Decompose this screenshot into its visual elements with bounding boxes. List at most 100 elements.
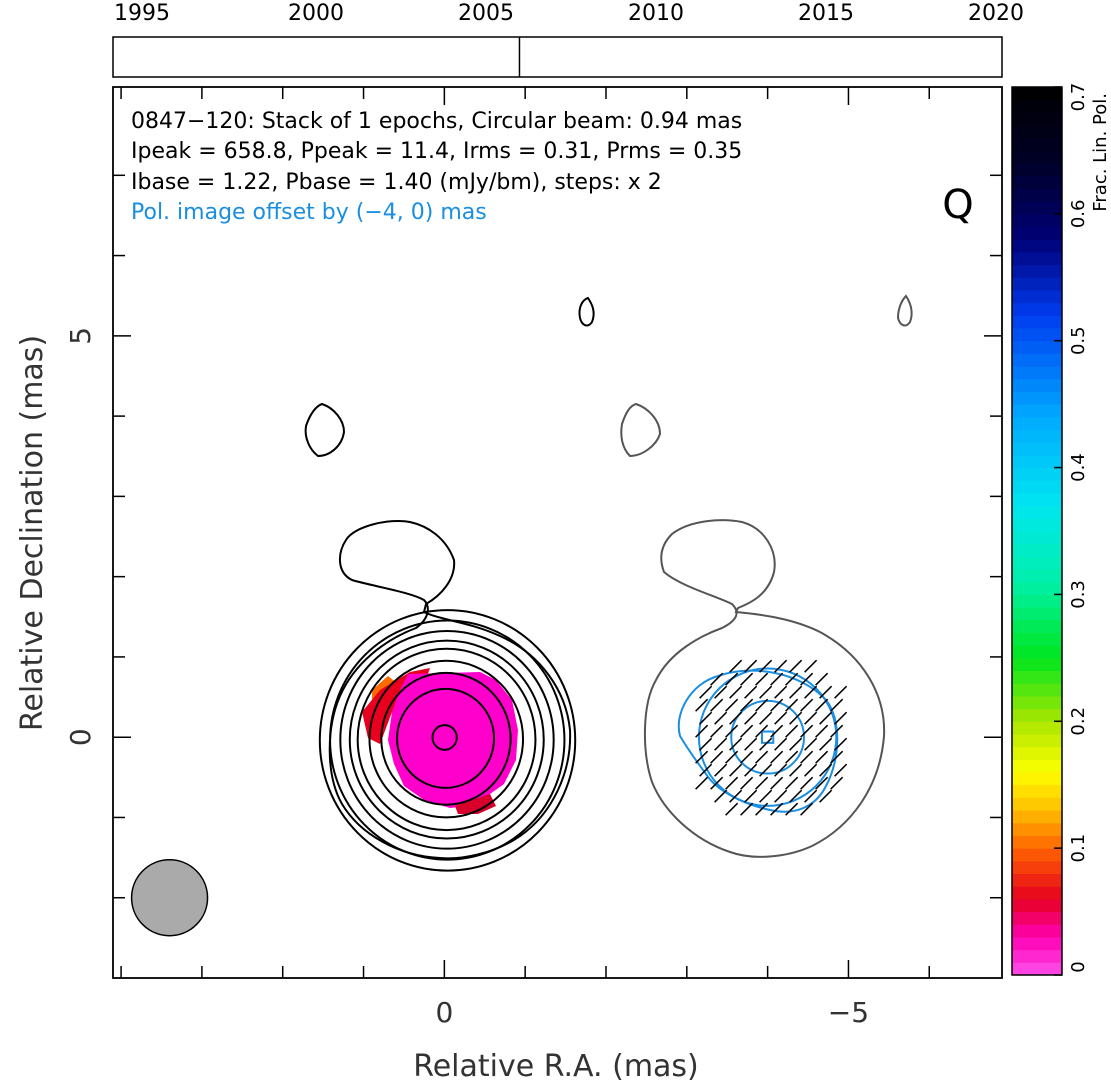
evpa-stick [729, 711, 743, 725]
colorbar-band [1012, 404, 1062, 418]
colorbar: 0 0.1 0.2 0.3 0.4 0.5 0.6 0.7 Frac. Lin. Pol. [1011, 83, 1111, 976]
colorbar-band [1012, 531, 1062, 545]
colorbar-band [1012, 125, 1062, 139]
evpa-stick [740, 672, 754, 686]
evpa-stick [714, 711, 728, 725]
evpa-stick [744, 763, 758, 777]
x-tick-label: −5 [828, 996, 869, 1029]
quality-grade: Q [942, 182, 973, 228]
colorbar-band [1012, 366, 1062, 380]
outer-intensity-contour [328, 520, 572, 860]
intensity-contour-ring [329, 619, 566, 861]
evpa-stick [729, 763, 743, 777]
outer-pol-image-contour [643, 519, 886, 858]
colorbar-band [1012, 860, 1062, 875]
colorbar-band [1012, 492, 1062, 507]
evpa-stick [819, 789, 833, 803]
evpa-stick [755, 802, 769, 816]
evpa-stick [755, 698, 769, 712]
info-line-3: Ibase = 1.22, Pbase = 1.40 (mJy/bm), ste… [131, 170, 662, 195]
colorbar-band [1012, 784, 1062, 798]
colorbar-tick-label: 0.7 [1068, 83, 1089, 112]
intensity-contour-ring [431, 724, 458, 751]
evpa-stick [695, 750, 709, 764]
colorbar-band [1012, 708, 1062, 722]
colorbar-band [1012, 607, 1062, 621]
colorbar-band [1012, 188, 1062, 202]
fpol-magenta-main [388, 672, 518, 808]
evpa-stick [759, 763, 773, 777]
timeline-frame [112, 36, 1003, 78]
colorbar-band [1012, 251, 1062, 266]
colorbar-band [1012, 962, 1062, 976]
pol-image-tiny-blob [896, 294, 913, 327]
evpa-stick [819, 763, 833, 777]
evpa-stick [759, 711, 773, 725]
evpa-stick [695, 724, 709, 738]
evpa-stick [819, 685, 833, 699]
colorbar-band [1012, 556, 1062, 570]
evpa-stick [725, 802, 739, 816]
colorbar-band [1012, 695, 1062, 710]
colorbar-band [1012, 315, 1062, 329]
evpa-stick [785, 724, 799, 738]
small-intensity-blob [304, 402, 346, 458]
colorbar-band [1012, 289, 1062, 304]
intensity-contour-ring [348, 639, 545, 840]
colorbar-band [1012, 505, 1062, 519]
info-line-1: 0847−120: Stack of 1 epochs, Circular be… [131, 109, 742, 134]
colorbar-band [1012, 226, 1062, 240]
evpa-stick [789, 737, 803, 751]
evpa-stick [755, 776, 769, 790]
evpa-stick [710, 776, 724, 790]
colorbar-band [1012, 873, 1062, 887]
evpa-stick [759, 685, 773, 699]
evpa-stick [834, 711, 848, 725]
timeline-year-label: 1995 [114, 1, 170, 26]
evpa-stick [830, 776, 844, 790]
evpa-stick [710, 750, 724, 764]
evpa-stick [785, 802, 799, 816]
evpa-stick [785, 672, 799, 686]
evpa-stick [729, 685, 743, 699]
evpa-stick [800, 750, 814, 764]
evpa-stick [774, 685, 788, 699]
evpa-stick [744, 685, 758, 699]
x-axis-title: Relative R.A. (mas) [413, 1049, 699, 1084]
colorbar-tick-label: 0.2 [1068, 707, 1089, 736]
evpa-stick [740, 802, 754, 816]
colorbar-band [1012, 467, 1062, 481]
evpa-stick [774, 763, 788, 777]
evpa-stick [740, 698, 754, 712]
intensity-contours [304, 296, 595, 872]
colorbar-band [1012, 670, 1062, 684]
evpa-stick [725, 724, 739, 738]
evpa-stick [815, 672, 829, 686]
evpa-stick [755, 724, 769, 738]
evpa-stick [695, 776, 709, 790]
pol-contour-ring [730, 699, 805, 775]
fractional-polarization-image [362, 668, 518, 814]
evpa-stick [789, 763, 803, 777]
colorbar-tick-label: 0.6 [1068, 200, 1089, 229]
colorbar-band [1012, 163, 1062, 177]
evpa-stick [699, 763, 713, 777]
y-axis-title: Relative Declination (mas) [15, 335, 50, 731]
colorbar-band [1012, 721, 1062, 735]
evpa-stick [804, 659, 818, 673]
evpa-stick [774, 789, 788, 803]
evpa-stick [830, 750, 844, 764]
epoch-timeline: 1995 2000 2005 2010 2015 2020 [112, 1, 1024, 78]
evpa-stick [770, 698, 784, 712]
timeline-year-label: 2020 [968, 1, 1024, 26]
evpa-stick [710, 724, 724, 738]
pol-contour-ring [697, 667, 838, 807]
axis-tick-labels: 0 −5 0 5 [64, 327, 869, 1029]
colorbar-band [1012, 772, 1062, 786]
axis-ticks [113, 87, 1002, 978]
colorbar-band [1012, 543, 1062, 557]
colorbar-band [1012, 848, 1062, 862]
evpa-stick [714, 685, 728, 699]
evpa-stick [804, 711, 818, 725]
